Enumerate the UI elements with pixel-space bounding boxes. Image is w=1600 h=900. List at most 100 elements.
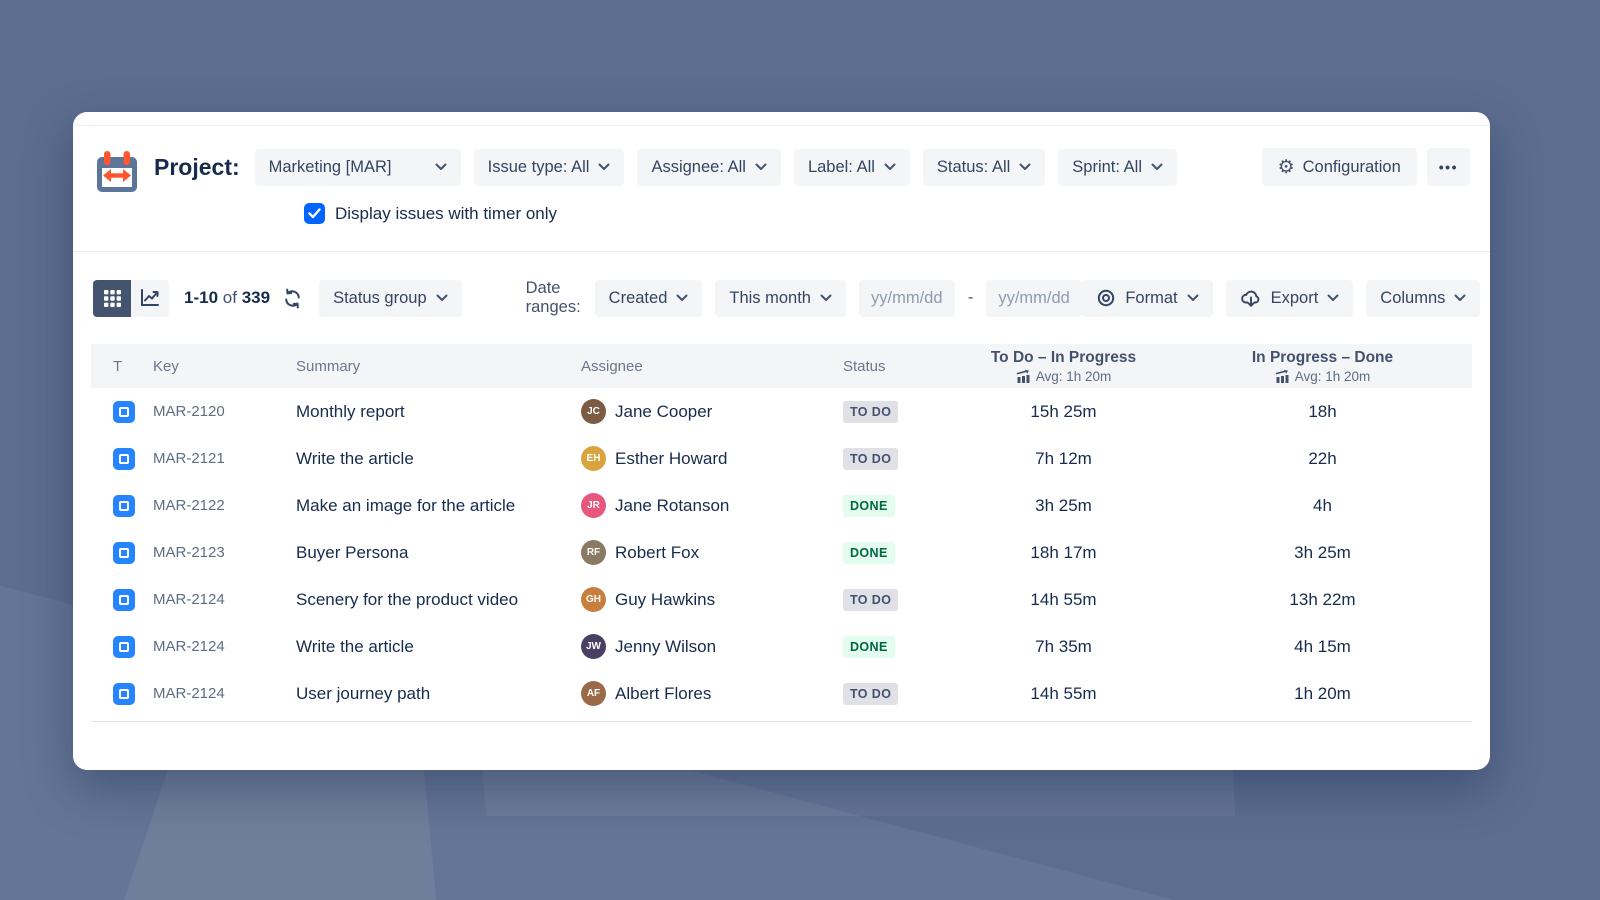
issue-type-cell (91, 541, 153, 564)
issue-summary[interactable]: Write the article (296, 448, 414, 468)
chevron-down-icon (435, 163, 447, 170)
table-header-row: T Key Summary Assignee Status To Do – In… (91, 344, 1472, 388)
inprogress-done-duration: 4h 15m (1294, 636, 1351, 656)
avatar: JC (581, 399, 606, 424)
date-from-input[interactable] (859, 279, 955, 317)
status-cell: TO DO (843, 447, 956, 470)
date-ranges-group: Date ranges: Created This month - (526, 279, 1083, 317)
todo-inprogress-duration: 14h 55m (1030, 683, 1097, 703)
status-group-select[interactable]: Status group (319, 279, 462, 317)
chevron-down-icon (820, 294, 832, 301)
duration-column-title: To Do – In Progress (990, 348, 1137, 366)
status-badge: DONE (843, 494, 895, 517)
configuration-button[interactable]: ⚙ Configuration (1261, 148, 1417, 186)
columns-label: Columns (1380, 288, 1446, 307)
table-row[interactable]: MAR-2124 User journey path AF Albert Flo… (91, 670, 1472, 717)
line-chart-icon (141, 289, 159, 306)
col-header-status: Status (843, 357, 886, 375)
chart-view-button[interactable] (131, 279, 169, 317)
task-type-icon (113, 400, 135, 423)
filter-label[interactable]: Label: All (793, 148, 910, 186)
avatar-initials: GH (586, 594, 601, 605)
assignee-cell: EH Esther Howard (581, 446, 843, 471)
export-button[interactable]: Export (1225, 279, 1354, 317)
timer-only-checkbox-row[interactable]: Display issues with timer only (304, 203, 1470, 224)
issue-type-cell (91, 682, 153, 705)
assignee-cell: JW Jenny Wilson (581, 634, 843, 659)
inprogress-done-duration: 18h (1308, 401, 1337, 421)
filter-status[interactable]: Status: All (922, 148, 1046, 186)
filter-assignee[interactable]: Assignee: All (637, 148, 781, 186)
chevron-down-icon (884, 163, 896, 170)
inprogress-done-duration: 3h 25m (1294, 542, 1351, 562)
more-options-button[interactable]: ••• (1426, 148, 1470, 186)
task-type-icon (113, 588, 135, 611)
todo-inprogress-duration: 7h 12m (1035, 448, 1092, 468)
table-row[interactable]: MAR-2123 Buyer Persona RF Robert Fox DON… (91, 529, 1472, 576)
grid-view-button[interactable] (93, 279, 131, 317)
table-row[interactable]: MAR-2120 Monthly report JC Jane Cooper T… (91, 388, 1472, 435)
issue-type-cell (91, 635, 153, 658)
issue-summary[interactable]: Scenery for the product video (296, 589, 519, 609)
table-bottom-divider (91, 721, 1472, 722)
issue-summary[interactable]: Write the article (296, 636, 414, 656)
status-badge: DONE (843, 541, 895, 564)
gear-icon: ⚙ (1277, 156, 1295, 178)
cloud-download-icon (1240, 290, 1259, 307)
timer-only-label: Display issues with timer only (335, 203, 558, 223)
issue-summary[interactable]: Monthly report (296, 401, 405, 421)
issue-key: MAR-2124 (153, 685, 225, 702)
issue-key: MAR-2122 (153, 497, 225, 514)
col-header-type: T (113, 357, 123, 375)
chevron-down-icon (436, 294, 448, 301)
filter-issue-type[interactable]: Issue type: All (473, 148, 625, 186)
issue-key: MAR-2120 (153, 403, 225, 420)
col-header-todo-inprogress: To Do – In Progress Avg: 1h 20m (956, 349, 1171, 384)
chevron-down-icon (1327, 294, 1339, 301)
columns-select[interactable]: Columns (1366, 279, 1481, 317)
assignee-cell: RF Robert Fox (581, 540, 843, 565)
view-switcher (93, 279, 169, 317)
count-of: of (222, 288, 237, 307)
filters-header: Project: Marketing [MAR] Issue type: All… (91, 112, 1472, 224)
date-period-label: This month (729, 288, 811, 307)
issue-key: MAR-2123 (153, 544, 225, 561)
table-row[interactable]: MAR-2124 Scenery for the product video G… (91, 576, 1472, 623)
date-period-select[interactable]: This month (715, 279, 846, 317)
pagination-count: 1-10 of 339 (184, 288, 270, 308)
project-select[interactable]: Marketing [MAR] (254, 148, 461, 186)
count-range: 1-10 (184, 288, 219, 307)
issue-summary[interactable]: Buyer Persona (296, 542, 409, 562)
assignee-cell: GH Guy Hawkins (581, 587, 843, 612)
chevron-down-icon (598, 163, 610, 170)
task-type-icon (113, 635, 135, 658)
issues-table: T Key Summary Assignee Status To Do – In… (91, 344, 1472, 722)
issue-summary[interactable]: Make an image for the article (296, 495, 516, 515)
avatar-initials: JW (586, 641, 601, 652)
avg-value: Avg: 1h 20m (1035, 368, 1112, 384)
assignee-name: Esther Howard (615, 448, 728, 468)
chevron-down-icon (755, 163, 767, 170)
chevron-down-icon (1151, 163, 1163, 170)
assignee-cell: AF Albert Flores (581, 681, 843, 706)
format-select[interactable]: Format (1082, 279, 1213, 317)
chevron-down-icon (676, 294, 688, 301)
ellipsis-icon: ••• (1438, 159, 1458, 175)
issue-type-cell (91, 588, 153, 611)
date-field-select[interactable]: Created (594, 279, 703, 317)
filter-assignee-label: Assignee: All (651, 157, 746, 176)
table-row[interactable]: MAR-2122 Make an image for the article J… (91, 482, 1472, 529)
date-ranges-label: Date ranges: (525, 279, 581, 316)
filter-sprint[interactable]: Sprint: All (1058, 148, 1177, 186)
table-row[interactable]: MAR-2121 Write the article EH Esther How… (91, 435, 1472, 482)
issue-key: MAR-2124 (153, 638, 225, 655)
table-row[interactable]: MAR-2124 Write the article JW Jenny Wils… (91, 623, 1472, 670)
issue-summary[interactable]: User journey path (296, 683, 431, 703)
date-to-input[interactable] (986, 279, 1083, 317)
avg-value: Avg: 1h 20m (1294, 368, 1371, 384)
status-cell: DONE (843, 635, 956, 658)
checkbox-checked-icon[interactable] (304, 203, 325, 224)
refresh-button[interactable] (282, 288, 303, 309)
avatar: JR (581, 493, 606, 518)
inprogress-done-duration: 22h (1308, 448, 1337, 468)
